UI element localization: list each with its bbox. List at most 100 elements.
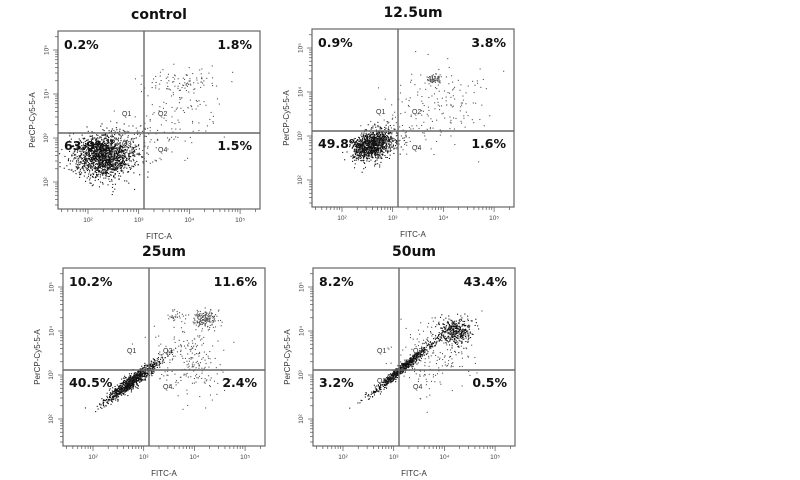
event-dot [110,160,112,162]
event-dot [390,141,392,143]
event-dot [193,382,195,384]
event-dot [190,84,192,86]
event-dot [119,388,121,390]
event-dot [205,311,207,313]
event-dot [120,388,122,390]
event-dot [93,167,95,169]
quadrant-label: Q4 [412,145,422,152]
event-dot [174,355,176,357]
event-dot [92,158,94,160]
event-dot [79,168,81,170]
event-dot [95,154,97,156]
event-dot [115,168,117,170]
event-dot [97,144,99,146]
event-dot [172,317,174,319]
event-dot [212,85,214,87]
event-dot [363,154,365,156]
event-dot [388,133,390,135]
event-dot [95,141,97,143]
event-dot [383,119,385,121]
event-dot [367,144,369,146]
event-dot [204,322,206,324]
event-dot [137,384,139,386]
event-dot [200,317,202,319]
event-dot [122,164,124,166]
event-dot [133,149,135,151]
event-dot [187,107,189,109]
event-dot [102,169,104,171]
event-dot [89,169,91,171]
event-dot [132,153,134,155]
event-dot [130,375,132,377]
event-dot [123,155,125,157]
event-dot [79,176,81,178]
event-dot [122,148,124,150]
event-dot [101,134,103,136]
event-dot [154,365,156,367]
event-dot [433,154,435,156]
event-dot [125,140,127,142]
event-dot [133,374,135,376]
event-dot [122,150,124,152]
event-dot [153,112,155,114]
event-dot [370,128,372,130]
event-dot [147,368,149,370]
event-dot [139,368,141,370]
event-dot [353,140,355,142]
event-dot [111,128,113,130]
event-dot [180,349,182,351]
event-dot [105,166,107,168]
event-dot [380,128,382,130]
event-dot [412,128,414,130]
event-dot [156,139,158,141]
event-dot [97,155,99,157]
event-dot [201,370,203,372]
event-dot [145,367,147,369]
event-dot [391,138,393,140]
event-dot [119,389,121,391]
event-dot [357,139,359,141]
event-dot [97,169,99,171]
event-dot [147,364,149,366]
event-dot [91,157,93,159]
event-dot [410,81,412,83]
event-dot [118,133,120,135]
event-dot [430,79,432,81]
event-dot [136,374,138,376]
event-dot [202,342,204,344]
event-dot [123,390,125,392]
event-dot [383,141,385,143]
event-dot [376,159,378,161]
event-dot [100,147,102,149]
event-dot [116,388,118,390]
flow-plot-panel: 25um 10.2% 11.6% 40.5% 2.4% Q1 Q2 Q3 Q4 10² 10³ 10⁴… [33,244,266,478]
event-dot [173,320,175,322]
event-dot [183,111,185,113]
event-dot [372,127,374,129]
event-dot [125,391,127,393]
event-dot [119,146,121,148]
event-dot [368,140,370,142]
event-dot [171,116,173,118]
event-dot [356,154,358,156]
event-dot [127,382,129,384]
event-dot [166,374,168,376]
event-dot [213,316,215,318]
event-dot [206,322,208,324]
event-dot [84,146,86,148]
event-dot [93,144,95,146]
event-dot [141,370,143,372]
event-dot [117,159,119,161]
event-dot [79,155,81,157]
event-dot [167,351,169,353]
event-dot [381,139,383,141]
event-dot [382,146,384,148]
event-dot [86,177,88,179]
event-dot [388,121,390,123]
event-dot [189,368,191,370]
event-dot [203,101,205,103]
event-dot [167,148,169,150]
event-dot [446,104,448,106]
event-dot [110,138,112,140]
event-dot [184,159,186,161]
